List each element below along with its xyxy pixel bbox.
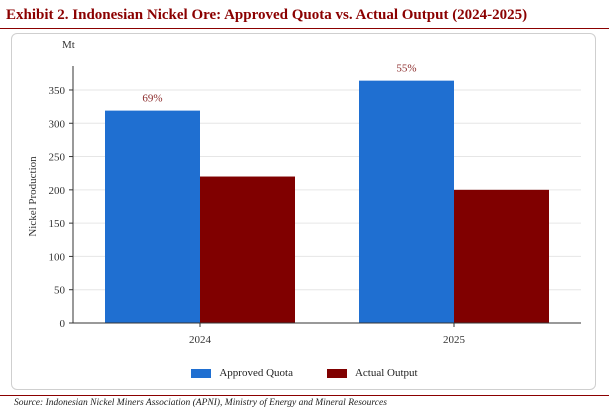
y-tick-label: 200 [49,185,66,197]
x-tick-label-2025: 2025 [443,334,466,346]
legend-label-approved-quota: Approved Quota [219,367,293,379]
y-tick-label: 150 [49,218,66,230]
legend: Approved Quota Actual Output [0,367,609,379]
bar-approved-quota-2025 [359,80,454,323]
bar-actual-output-2024 [200,176,295,323]
ratio-annotation-2025: 55% [396,63,416,75]
footer-divider [0,395,609,396]
title-divider [0,28,609,29]
labels: 0 50 100 150 200 250 300 350 Mt Nickel Production… [27,39,466,346]
y-tick-label: 50 [54,285,66,297]
bars [105,80,549,323]
legend-item-approved-quota: Approved Quota [191,367,293,379]
y-tick-label: 0 [60,318,66,330]
y-tick-label: 100 [49,251,66,263]
legend-label-actual-output: Actual Output [354,367,418,379]
x-tick-label-2024: 2024 [189,334,212,346]
bar-actual-output-2025 [454,189,549,323]
legend-swatch-actual-output [326,368,347,378]
bar-approved-quota-2024 [105,110,200,323]
y-tick-label: 250 [49,152,66,164]
legend-swatch-approved-quota [191,368,212,378]
exhibit-title: Exhibit 2. Indonesian Nickel Ore: Approv… [6,7,528,23]
y-tick-label: 300 [49,118,66,130]
y-unit-label: Mt [62,39,75,51]
axes [69,66,581,327]
legend-item-actual-output: Actual Output [326,367,418,379]
ratio-annotation-2024: 69% [142,93,162,105]
source-note: Source: Indonesian Nickel Miners Associa… [14,398,387,408]
y-tick-label: 350 [49,85,66,97]
y-axis-title: Nickel Production [27,156,39,237]
